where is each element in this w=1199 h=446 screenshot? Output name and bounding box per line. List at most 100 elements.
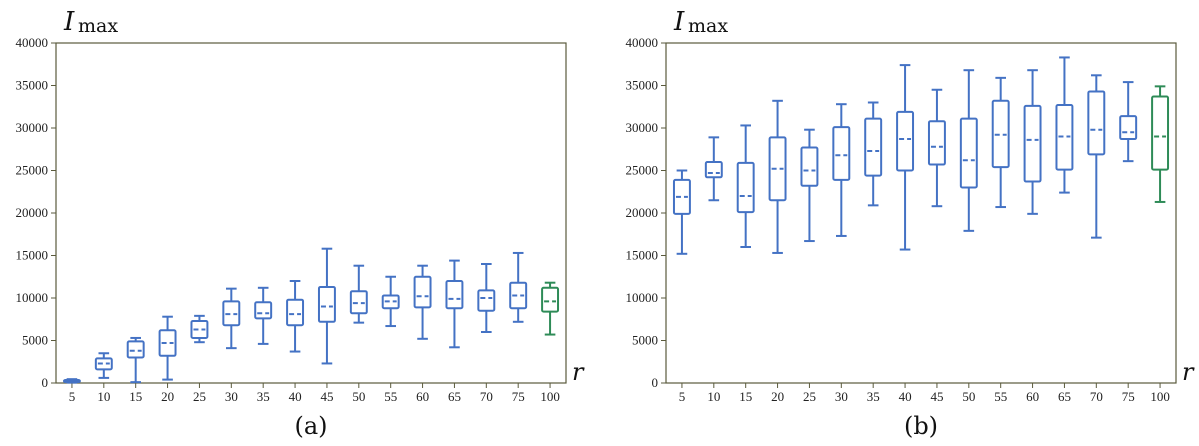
box-iqr bbox=[1119, 115, 1138, 141]
box-5 bbox=[672, 169, 691, 255]
x-tick-label: 15 bbox=[129, 389, 142, 404]
box-60 bbox=[1023, 69, 1042, 215]
box-30 bbox=[832, 103, 851, 237]
box-iqr bbox=[445, 280, 464, 310]
box-25 bbox=[800, 128, 819, 243]
box-iqr bbox=[991, 99, 1010, 169]
box-20 bbox=[158, 315, 177, 381]
box-iqr bbox=[832, 126, 851, 181]
y-tick-label: 15000 bbox=[626, 248, 659, 263]
box-70 bbox=[1087, 74, 1106, 239]
box-iqr bbox=[1023, 104, 1042, 183]
x-tick-label: 70 bbox=[1090, 389, 1103, 404]
box-iqr bbox=[286, 298, 305, 327]
y-tick-label: 40000 bbox=[626, 35, 659, 50]
x-axis-title: r bbox=[1182, 358, 1195, 386]
x-tick-label: 10 bbox=[707, 389, 720, 404]
y-tick-label: 10000 bbox=[16, 290, 49, 305]
y-tick-label: 20000 bbox=[16, 205, 49, 220]
box-iqr bbox=[672, 178, 691, 215]
y-tick-label: 5000 bbox=[632, 333, 658, 348]
box-iqr bbox=[413, 275, 432, 309]
box-iqr bbox=[800, 146, 819, 187]
x-tick-label: 35 bbox=[257, 389, 270, 404]
box-iqr bbox=[477, 289, 496, 312]
y-axis-title: I bbox=[63, 7, 75, 37]
x-tick-label: 50 bbox=[352, 389, 365, 404]
y-tick-label: 25000 bbox=[16, 163, 49, 178]
x-axis-title: r bbox=[572, 358, 585, 386]
x-tick-label: 5 bbox=[69, 389, 76, 404]
x-tick-label: 45 bbox=[320, 389, 333, 404]
y-tick-label: 10000 bbox=[626, 290, 659, 305]
box-15 bbox=[126, 336, 145, 384]
panel-caption: (a) bbox=[294, 412, 327, 440]
box-75 bbox=[509, 251, 528, 323]
x-tick-label: 30 bbox=[835, 389, 848, 404]
x-tick-label: 60 bbox=[1026, 389, 1039, 404]
x-tick-label: 45 bbox=[930, 389, 943, 404]
y-tick-label: 0 bbox=[42, 375, 49, 390]
box-35 bbox=[254, 286, 273, 345]
y-tick-label: 35000 bbox=[16, 78, 49, 93]
box-60 bbox=[413, 264, 432, 340]
chart-panel-a: 0 5000 10000 15000 20000 25000 30000 35000 40000… bbox=[16, 7, 586, 440]
x-tick-label: 30 bbox=[225, 389, 238, 404]
box-45 bbox=[927, 88, 946, 208]
box-55 bbox=[381, 275, 400, 328]
box-10 bbox=[94, 352, 113, 379]
box-iqr bbox=[736, 161, 755, 214]
x-tick-label: 40 bbox=[899, 389, 912, 404]
x-tick-label: 100 bbox=[1150, 389, 1170, 404]
box-iqr bbox=[704, 161, 723, 179]
box-50 bbox=[959, 69, 978, 232]
box-75 bbox=[1119, 81, 1138, 163]
x-tick-label: 70 bbox=[480, 389, 493, 404]
x-tick-label: 35 bbox=[867, 389, 880, 404]
x-tick-label: 10 bbox=[97, 389, 110, 404]
box-iqr bbox=[254, 301, 273, 320]
box-100 bbox=[541, 281, 560, 336]
y-tick-label: 25000 bbox=[626, 163, 659, 178]
box-iqr bbox=[927, 120, 946, 166]
x-tick-label: 65 bbox=[1058, 389, 1071, 404]
box-iqr bbox=[541, 286, 560, 313]
box-40 bbox=[896, 64, 915, 251]
box-iqr bbox=[317, 285, 336, 323]
x-tick-label: 20 bbox=[161, 389, 174, 404]
box-30 bbox=[222, 287, 241, 350]
x-tick-label: 25 bbox=[803, 389, 816, 404]
x-tick-label: 100 bbox=[540, 389, 560, 404]
y-tick-label: 30000 bbox=[626, 120, 659, 135]
box-iqr bbox=[768, 136, 787, 202]
x-tick-label: 75 bbox=[512, 389, 525, 404]
box-iqr bbox=[1151, 95, 1170, 171]
box-iqr bbox=[94, 357, 113, 371]
y-tick-label: 20000 bbox=[626, 205, 659, 220]
x-tick-label: 75 bbox=[1122, 389, 1135, 404]
y-tick-label: 15000 bbox=[16, 248, 49, 263]
x-tick-label: 55 bbox=[994, 389, 1007, 404]
x-tick-label: 50 bbox=[962, 389, 975, 404]
box-65 bbox=[445, 259, 464, 349]
panel-caption: (b) bbox=[904, 412, 938, 440]
box-iqr bbox=[959, 117, 978, 189]
y-tick-label: 30000 bbox=[16, 120, 49, 135]
y-tick-label: 0 bbox=[652, 375, 659, 390]
x-tick-label: 55 bbox=[384, 389, 397, 404]
x-tick-label: 20 bbox=[771, 389, 784, 404]
y-axis-title-sub: max bbox=[78, 15, 118, 37]
box-iqr bbox=[1087, 90, 1106, 156]
box-iqr bbox=[126, 340, 145, 359]
box-iqr bbox=[349, 290, 368, 315]
x-tick-label: 15 bbox=[739, 389, 752, 404]
box-iqr bbox=[1055, 104, 1074, 171]
box-iqr bbox=[896, 110, 915, 172]
chart-panel-b: 0 5000 10000 15000 20000 25000 30000 35000 40000… bbox=[600, 0, 1199, 446]
box-plot-b: 0 5000 10000 15000 20000 25000 30000 35000 40000… bbox=[626, 7, 1196, 440]
y-axis-title-sub: max bbox=[688, 15, 728, 37]
x-tick-label: 40 bbox=[289, 389, 302, 404]
box-iqr bbox=[864, 117, 883, 177]
box-iqr bbox=[381, 294, 400, 310]
box-iqr bbox=[158, 329, 177, 357]
